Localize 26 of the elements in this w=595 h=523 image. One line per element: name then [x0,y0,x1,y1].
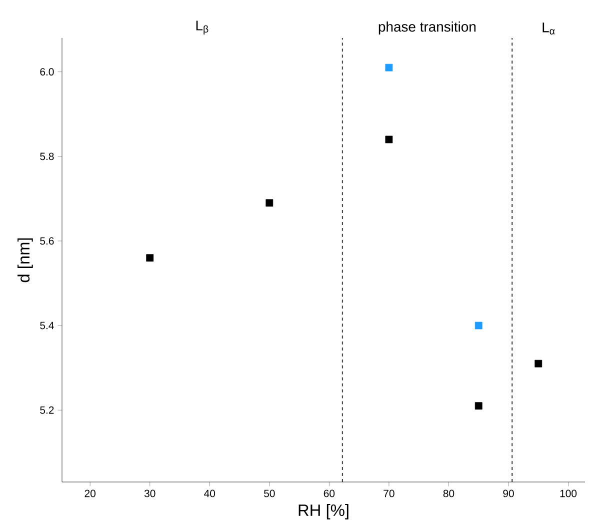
text: phase transition [378,22,476,35]
y-axis-title: d [nm] [18,238,33,282]
point [385,136,393,144]
text: L$_{α}$ [542,22,555,35]
text: L$_{β}$ [196,20,208,35]
x-tick-label: 90 [503,490,514,498]
point [385,64,393,72]
x-tick-label: 50 [264,490,275,498]
y-tick-label: 5.4 [40,322,54,330]
x-axis-title: RH [%] [298,504,348,520]
point [266,199,274,207]
x-tick-label: 60 [324,490,335,498]
y-tick-label: 5.8 [40,152,54,160]
x-tick-label: 100 [560,490,577,498]
point [534,360,542,368]
x-tick-label: 40 [204,490,216,498]
y-tick-label: 5.6 [40,237,54,245]
x-tick-label: 30 [144,490,156,498]
x-tick-label: 20 [84,490,96,498]
point [146,254,154,262]
x-tick-label: 80 [443,490,454,498]
y-tick-label: 6.0 [40,68,54,76]
point [474,402,482,410]
point [474,322,482,330]
y-tick-label: 5.2 [40,406,54,414]
x-tick-label: 70 [384,490,394,498]
